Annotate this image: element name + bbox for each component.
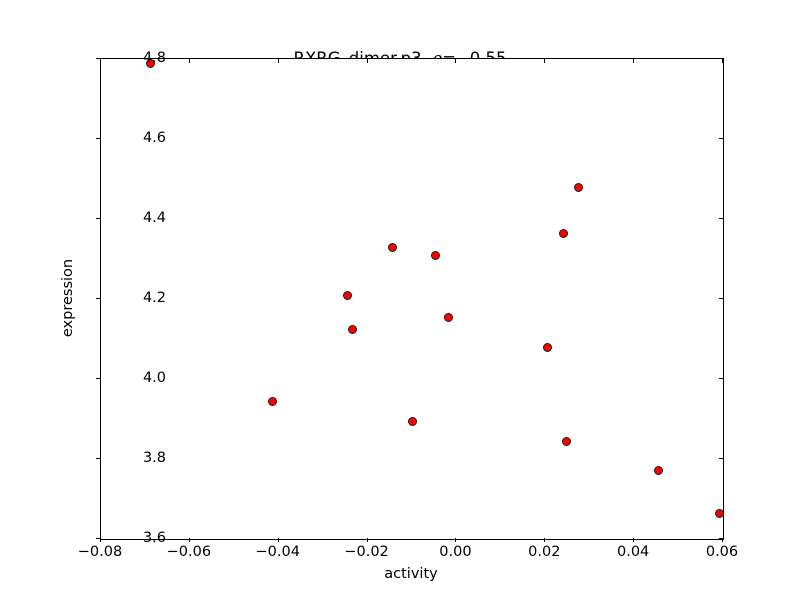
y-tick-mark-right: [719, 458, 723, 459]
y-tick-mark: [96, 58, 100, 59]
data-point: [558, 229, 568, 239]
y-tick-mark: [96, 378, 100, 379]
x-tick-mark-top: [722, 59, 723, 63]
x-tick-label: 0.06: [705, 544, 739, 560]
y-tick-mark: [96, 538, 100, 539]
x-tick-mark: [188, 538, 190, 542]
x-tick-label: −0.06: [166, 544, 212, 560]
y-tick-mark-right: [719, 58, 723, 59]
x-tick-mark-top: [188, 59, 190, 63]
data-point: [267, 396, 277, 406]
y-tick-mark-right: [719, 378, 723, 379]
data-point: [573, 183, 583, 193]
data-point: [444, 312, 454, 322]
x-tick-mark-top: [455, 59, 457, 63]
data-point: [343, 291, 353, 301]
x-axis-label: activity: [384, 566, 438, 582]
y-tick-mark-right: [719, 138, 723, 139]
y-tick-mark-right: [719, 298, 723, 299]
data-points-layer: [101, 58, 724, 539]
data-point: [653, 465, 663, 475]
x-tick-label: 0.00: [439, 544, 472, 560]
data-point: [146, 58, 156, 68]
y-tick-label: 3.8: [142, 450, 166, 466]
x-tick-mark-top: [366, 59, 368, 63]
data-point: [543, 342, 553, 352]
y-tick-label: 4.0: [142, 370, 166, 386]
y-tick-label: 3.6: [142, 530, 166, 546]
data-point: [348, 324, 358, 334]
x-tick-mark: [100, 538, 101, 542]
y-tick-mark-right: [719, 218, 723, 219]
plot-area: [100, 58, 724, 540]
x-tick-label: −0.08: [77, 544, 123, 560]
x-tick-mark: [277, 538, 279, 542]
y-tick-mark: [96, 218, 100, 219]
y-axis-label: expression: [60, 258, 76, 338]
data-point: [714, 509, 724, 519]
x-tick-mark: [544, 538, 546, 542]
x-tick-mark-top: [277, 59, 279, 63]
y-tick-label: 4.8: [142, 50, 166, 66]
y-tick-label: 4.6: [142, 130, 166, 146]
x-tick-label: −0.02: [344, 544, 389, 560]
y-tick-mark: [96, 298, 100, 299]
x-tick-label: 0.02: [528, 544, 561, 560]
x-tick-label: 0.04: [616, 544, 650, 560]
data-point: [561, 436, 571, 446]
y-tick-label: 4.2: [142, 290, 166, 306]
data-point: [431, 251, 441, 261]
x-tick-mark: [722, 538, 723, 542]
y-tick-mark-right: [719, 538, 723, 539]
data-point: [387, 242, 397, 252]
x-tick-label: −0.04: [255, 544, 300, 560]
y-tick-label: 4.4: [142, 210, 166, 226]
x-tick-mark-top: [633, 59, 635, 63]
x-tick-mark: [455, 538, 457, 542]
x-tick-mark: [633, 538, 635, 542]
x-tick-mark-top: [100, 59, 101, 63]
x-tick-mark-top: [544, 59, 546, 63]
x-tick-mark: [366, 538, 368, 542]
y-tick-mark: [96, 458, 100, 459]
y-tick-mark: [96, 138, 100, 139]
data-point: [407, 416, 417, 426]
